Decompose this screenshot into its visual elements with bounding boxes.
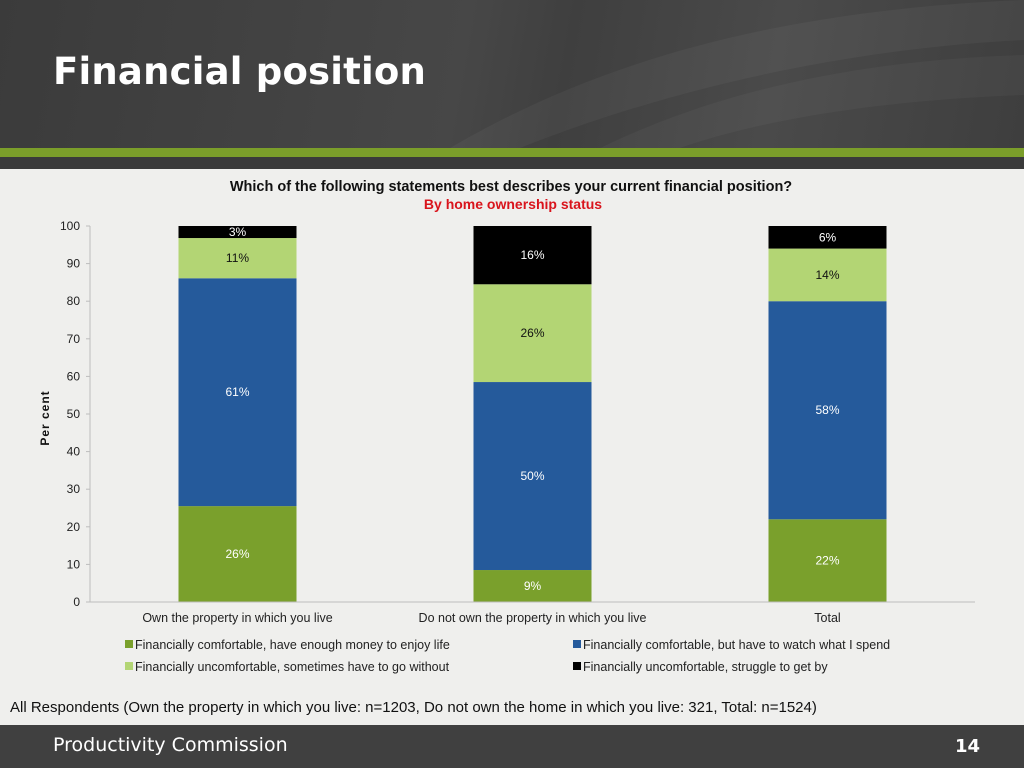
legend-item: Financially comfortable, but have to wat… xyxy=(573,638,890,652)
y-tick-label: 40 xyxy=(67,445,81,459)
header-swoosh-decoration xyxy=(450,0,1024,148)
bar-segment xyxy=(768,519,887,602)
bar-group: 22% 58% 14% 6% xyxy=(768,226,887,602)
legend-label: Financially uncomfortable, sometimes hav… xyxy=(135,660,450,674)
y-tick-label: 30 xyxy=(67,482,81,496)
bar-segment xyxy=(768,248,887,302)
y-tick-label: 50 xyxy=(67,407,81,421)
y-tick-label: 70 xyxy=(67,332,81,346)
data-label: 11% xyxy=(226,251,249,265)
bar-segment xyxy=(768,226,887,249)
legend-swatch xyxy=(573,662,581,670)
chart-title: Which of the following statements best d… xyxy=(230,179,792,195)
bar-segment xyxy=(178,506,297,602)
bar-segment xyxy=(178,226,297,239)
footer-organization: Productivity Commission xyxy=(53,734,288,756)
legend-label: Financially uncomfortable, struggle to g… xyxy=(583,660,828,674)
data-label: 26% xyxy=(520,326,544,340)
data-label: 26% xyxy=(225,547,249,561)
legend-swatch xyxy=(125,662,133,670)
legend-item: Financially comfortable, have enough mon… xyxy=(125,638,450,652)
bar-segment xyxy=(178,238,297,279)
bar-segment xyxy=(178,278,297,507)
chart-subtitle: By home ownership status xyxy=(424,196,602,212)
y-tick-label: 80 xyxy=(67,294,81,308)
y-tick-label: 0 xyxy=(73,595,80,609)
y-tick-label: 20 xyxy=(67,520,81,534)
header-divider xyxy=(0,157,1024,169)
y-tick-label: 100 xyxy=(60,219,80,233)
bar-segment xyxy=(473,226,592,285)
data-label: 50% xyxy=(520,469,544,483)
data-label: 3% xyxy=(229,225,247,239)
data-label: 9% xyxy=(524,579,542,593)
data-label: 22% xyxy=(815,554,839,568)
y-tick-label: 90 xyxy=(67,257,81,271)
bar-segment xyxy=(473,570,592,602)
data-label: 14% xyxy=(815,268,839,282)
legend-label: Financially comfortable, but have to wat… xyxy=(583,638,890,652)
data-label: 58% xyxy=(815,403,839,417)
header-accent-stripe xyxy=(0,148,1024,157)
x-tick-label: Own the property in which you live xyxy=(142,611,332,625)
legend: Financially comfortable, have enough mon… xyxy=(125,638,890,674)
legend-label: Financially comfortable, have enough mon… xyxy=(135,638,450,652)
legend-item: Financially uncomfortable, struggle to g… xyxy=(573,660,828,674)
data-label: 61% xyxy=(225,385,249,399)
data-label: 16% xyxy=(520,248,544,262)
data-label: 6% xyxy=(819,230,837,244)
stacked-bar-chart: Which of the following statements best d… xyxy=(38,179,975,674)
bar-segment xyxy=(768,301,887,520)
legend-item: Financially uncomfortable, sometimes hav… xyxy=(125,660,450,674)
footnote: All Respondents (Own the property in whi… xyxy=(10,699,817,716)
page-title: Financial position xyxy=(53,50,427,93)
y-tick-label: 60 xyxy=(67,369,81,383)
bar-groups: 26% 61% 11% 3% 9% 50% 26% 16% 22% 58% 14% 6% xyxy=(178,225,887,602)
legend-swatch xyxy=(573,640,581,648)
bar-segment xyxy=(473,382,592,571)
bar-group: 26% 61% 11% 3% xyxy=(178,225,297,602)
bar-segment xyxy=(473,284,592,383)
legend-swatch xyxy=(125,640,133,648)
page-number: 14 xyxy=(954,736,980,757)
y-tick-label: 10 xyxy=(67,557,81,571)
x-tick-label: Total xyxy=(814,611,840,625)
chart-container: Which of the following statements best d… xyxy=(0,169,1024,724)
bar-group: 9% 50% 26% 16% xyxy=(473,226,592,602)
x-axis: Own the property in which you live Do not… xyxy=(90,601,975,625)
y-axis-title: Per cent xyxy=(38,390,52,445)
slide-footer: Productivity Commission 14 xyxy=(0,725,1024,768)
x-tick-label: Do not own the property in which you liv… xyxy=(419,611,647,625)
y-axis: 0 10 20 30 40 50 60 70 80 90 100 xyxy=(60,219,91,609)
slide-header: Financial position xyxy=(0,0,1024,148)
